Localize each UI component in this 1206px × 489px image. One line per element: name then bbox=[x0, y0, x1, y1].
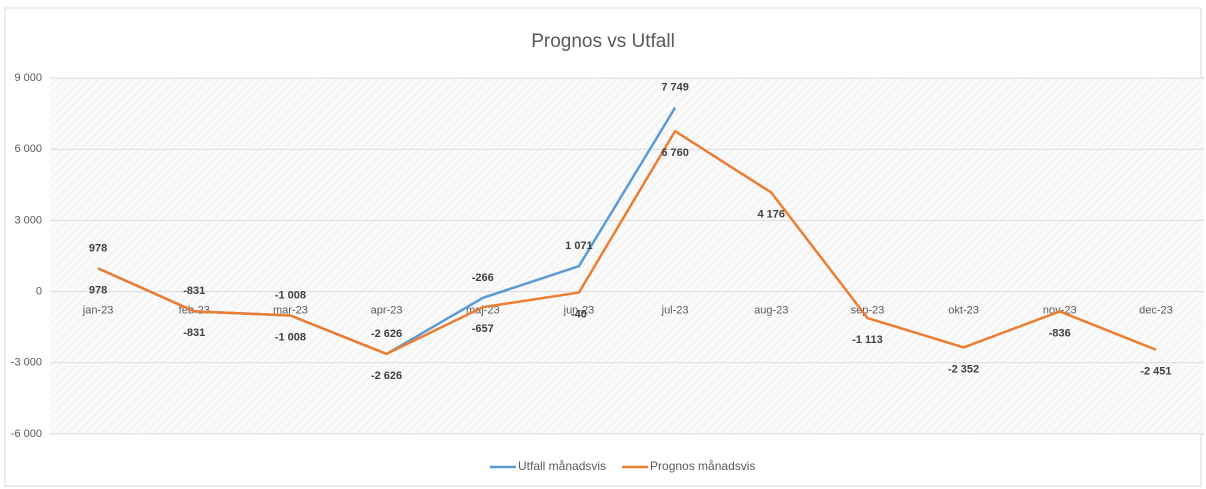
x-tick-label: dec-23 bbox=[1139, 305, 1173, 317]
data-label: -1 008 bbox=[275, 289, 306, 301]
x-tick-label: jun-23 bbox=[563, 305, 595, 317]
data-label: -836 bbox=[1049, 327, 1071, 339]
x-tick-label: apr-23 bbox=[371, 305, 403, 317]
x-tick-label: mar-23 bbox=[273, 305, 308, 317]
x-tick-label: jul-23 bbox=[661, 305, 689, 317]
data-label: -831 bbox=[183, 285, 205, 297]
chart-title: Prognos vs Utfall bbox=[531, 31, 675, 52]
data-label: -657 bbox=[472, 323, 494, 335]
data-label: 4 176 bbox=[757, 208, 785, 220]
series-line bbox=[97, 129, 1157, 356]
data-label: -1 008 bbox=[275, 331, 306, 343]
data-label: -40 bbox=[571, 308, 587, 320]
x-tick-label: maj-23 bbox=[466, 305, 500, 317]
data-label: 6 760 bbox=[661, 147, 689, 159]
data-label: -266 bbox=[472, 272, 494, 284]
legend-label: Prognos månadsvis bbox=[650, 459, 755, 473]
data-label: 1 071 bbox=[565, 240, 593, 252]
x-tick-label: okt-23 bbox=[948, 305, 979, 317]
data-label: -2 352 bbox=[948, 363, 979, 375]
data-label: -2 626 bbox=[371, 328, 402, 340]
data-label: -2 626 bbox=[371, 370, 402, 382]
data-label: -1 113 bbox=[852, 334, 883, 346]
x-tick-label: sep-23 bbox=[851, 305, 885, 317]
data-label: 978 bbox=[89, 242, 107, 254]
plot-area bbox=[50, 78, 1204, 434]
x-tick-label: jan-23 bbox=[82, 305, 114, 317]
data-label: 978 bbox=[89, 284, 107, 296]
y-tick-label: 3 000 bbox=[14, 214, 42, 226]
y-tick-label: -6 000 bbox=[11, 428, 42, 440]
x-tick-label: aug-23 bbox=[754, 305, 788, 317]
data-label: -831 bbox=[183, 327, 205, 339]
y-tick-label: 9 000 bbox=[14, 72, 42, 84]
data-label: -2 451 bbox=[1140, 366, 1171, 378]
legend-label: Utfall månadsvis bbox=[518, 459, 606, 473]
y-tick-label: 6 000 bbox=[14, 143, 42, 155]
y-tick-label: -3 000 bbox=[11, 357, 42, 369]
y-tick-label: 0 bbox=[36, 286, 42, 298]
data-label: 7 749 bbox=[661, 82, 689, 94]
